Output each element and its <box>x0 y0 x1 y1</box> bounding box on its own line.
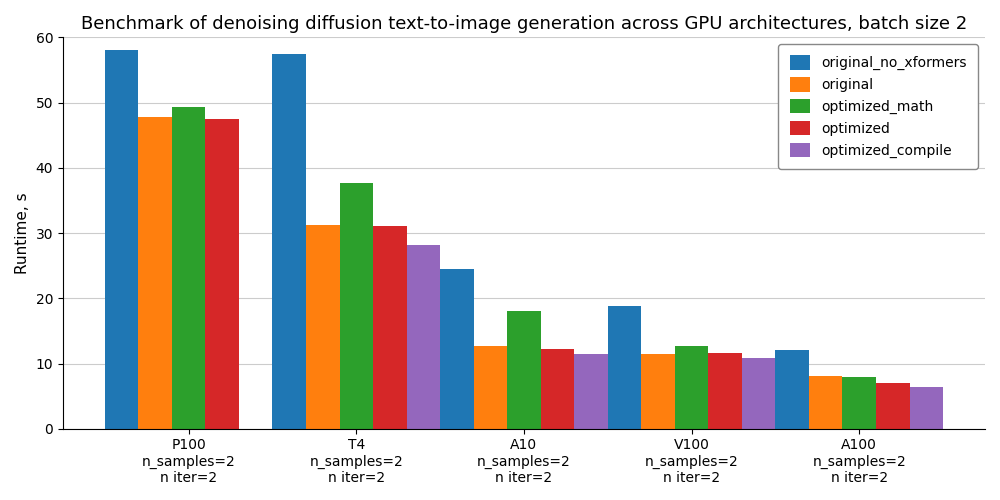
Bar <box>138 117 172 428</box>
Bar <box>708 353 742 428</box>
Bar <box>205 119 239 428</box>
Bar <box>272 54 306 428</box>
Bar <box>842 376 876 428</box>
Bar <box>407 245 440 428</box>
Bar <box>541 349 574 428</box>
Bar <box>574 354 608 428</box>
Bar <box>809 376 842 428</box>
Bar <box>608 306 641 428</box>
Bar <box>742 358 775 428</box>
Bar <box>641 354 675 428</box>
Bar <box>507 312 541 428</box>
Legend: original_no_xformers, original, optimized_math, optimized, optimized_compile: original_no_xformers, original, optimize… <box>778 44 978 168</box>
Bar <box>876 383 910 428</box>
Title: Benchmark of denoising diffusion text-to-image generation across GPU architectur: Benchmark of denoising diffusion text-to… <box>81 15 967 33</box>
Bar <box>775 350 809 428</box>
Bar <box>105 50 138 428</box>
Bar <box>340 183 373 428</box>
Y-axis label: Runtime, s: Runtime, s <box>15 192 30 274</box>
Bar <box>675 346 708 428</box>
Bar <box>474 346 507 428</box>
Bar <box>172 107 205 428</box>
Bar <box>910 387 943 428</box>
Bar <box>306 224 340 428</box>
Bar <box>373 226 407 428</box>
Bar <box>440 269 474 428</box>
